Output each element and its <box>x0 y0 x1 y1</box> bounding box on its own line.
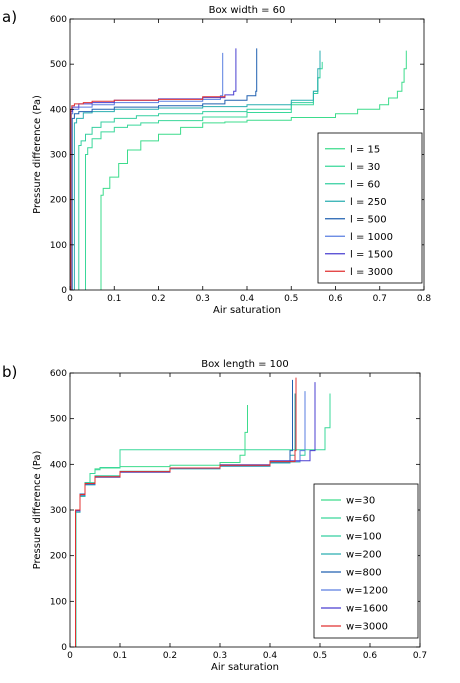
series-line-7 <box>75 377 297 647</box>
x-tick-label: 0.2 <box>163 651 177 661</box>
legend: l = 15 l = 30 l = 60 l = 250 l = 500 l = 1000… <box>317 132 423 284</box>
y-tick-label: 200 <box>50 552 67 562</box>
legend-entry: l = 60 <box>350 179 380 190</box>
x-tick-label: 0.6 <box>328 294 343 304</box>
legend-box <box>317 132 423 284</box>
series-line-3 <box>73 50 321 290</box>
series-line-4 <box>71 48 258 290</box>
y-tick-label: 500 <box>50 415 67 425</box>
x-tick-label: 0.2 <box>151 294 165 304</box>
chart-title: Box width = 60 <box>209 5 286 16</box>
x-tick-label: 0.8 <box>417 294 432 304</box>
y-tick-label: 100 <box>50 597 67 607</box>
y-tick-label: 0 <box>61 643 67 653</box>
x-tick-label: 0.5 <box>284 294 298 304</box>
legend-entry: w=100 <box>346 532 382 543</box>
y-tick-label: 300 <box>50 151 67 161</box>
y-axis-label: Pressure difference (Pa) <box>32 95 43 214</box>
x-axis-label: Air saturation <box>211 662 279 673</box>
legend-entry: l = 500 <box>350 214 387 225</box>
series-line-3 <box>75 393 296 647</box>
series-line-5 <box>70 52 224 290</box>
legend-entry: w=30 <box>346 496 375 507</box>
legend-entry: w=3000 <box>346 622 388 633</box>
y-tick-label: 0 <box>61 286 67 296</box>
panel-label: a) <box>2 8 17 26</box>
panel-label: b) <box>2 363 17 381</box>
y-tick-label: 200 <box>50 196 67 206</box>
legend-entry: l = 30 <box>350 162 380 173</box>
x-tick-label: 0.1 <box>107 294 121 304</box>
y-tick-label: 400 <box>50 105 67 115</box>
x-tick-label: 0 <box>67 651 73 661</box>
series-line-1 <box>75 393 331 647</box>
series-line-5 <box>75 391 306 647</box>
legend-entry: l = 1000 <box>350 232 393 243</box>
x-tick-label: 0.3 <box>213 651 227 661</box>
series-line-7 <box>70 94 226 290</box>
legend-entry: w=800 <box>346 568 382 579</box>
series-line-4 <box>75 379 293 647</box>
legend-entry: w=1600 <box>346 604 388 615</box>
series-line-2 <box>75 391 306 647</box>
legend-box <box>313 483 419 639</box>
x-tick-label: 0.7 <box>373 294 387 304</box>
chart-panel-a: a) Box width = 60 0 0.1 0.2 0.3 0.4 0.5 0.6 0.7 0.… <box>2 5 431 316</box>
y-tick-label: 300 <box>50 506 67 516</box>
legend-entry: l = 15 <box>350 144 380 155</box>
chart-panel-b: b) Box length = 100 0 0.1 0.2 0.3 0.4 0.5 0.6 0.7… <box>2 359 427 673</box>
legend-entry: w=1200 <box>346 586 388 597</box>
legend-entry: l = 1500 <box>350 249 393 260</box>
legend: w=30 w=60 w=100 w=200 w=800 w=1200 w=1600 w=300… <box>313 483 419 639</box>
x-tick-label: 0.4 <box>240 294 255 304</box>
x-tick-label: 0.4 <box>263 651 278 661</box>
series-line-1 <box>85 61 323 290</box>
series-line-6 <box>75 382 316 647</box>
x-tick-label: 0.6 <box>363 651 378 661</box>
x-tick-label: 0.3 <box>196 294 210 304</box>
x-tick-label: 0.1 <box>113 651 127 661</box>
x-tick-label: 0 <box>67 294 73 304</box>
y-tick-label: 600 <box>50 369 67 379</box>
series-group <box>70 48 407 290</box>
y-tick-label: 600 <box>50 15 67 25</box>
x-tick-label: 0.7 <box>413 651 427 661</box>
chart-title: Box length = 100 <box>201 359 288 370</box>
series-line-0 <box>75 405 248 647</box>
legend-entry: l = 3000 <box>350 267 393 278</box>
series-group <box>75 377 331 647</box>
x-tick-label: 0.5 <box>313 651 327 661</box>
series-line-6 <box>70 48 237 290</box>
y-tick-label: 500 <box>50 60 67 70</box>
legend-entry: w=60 <box>346 514 375 525</box>
legend-entry: w=200 <box>346 550 382 561</box>
y-axis-label: Pressure difference (Pa) <box>32 451 43 570</box>
series-line-0 <box>100 50 407 290</box>
y-tick-label: 400 <box>50 460 67 470</box>
legend-entry: l = 250 <box>350 197 387 208</box>
y-tick-label: 100 <box>50 241 67 251</box>
series-line-2 <box>78 52 321 290</box>
x-axis-label: Air saturation <box>213 305 281 316</box>
